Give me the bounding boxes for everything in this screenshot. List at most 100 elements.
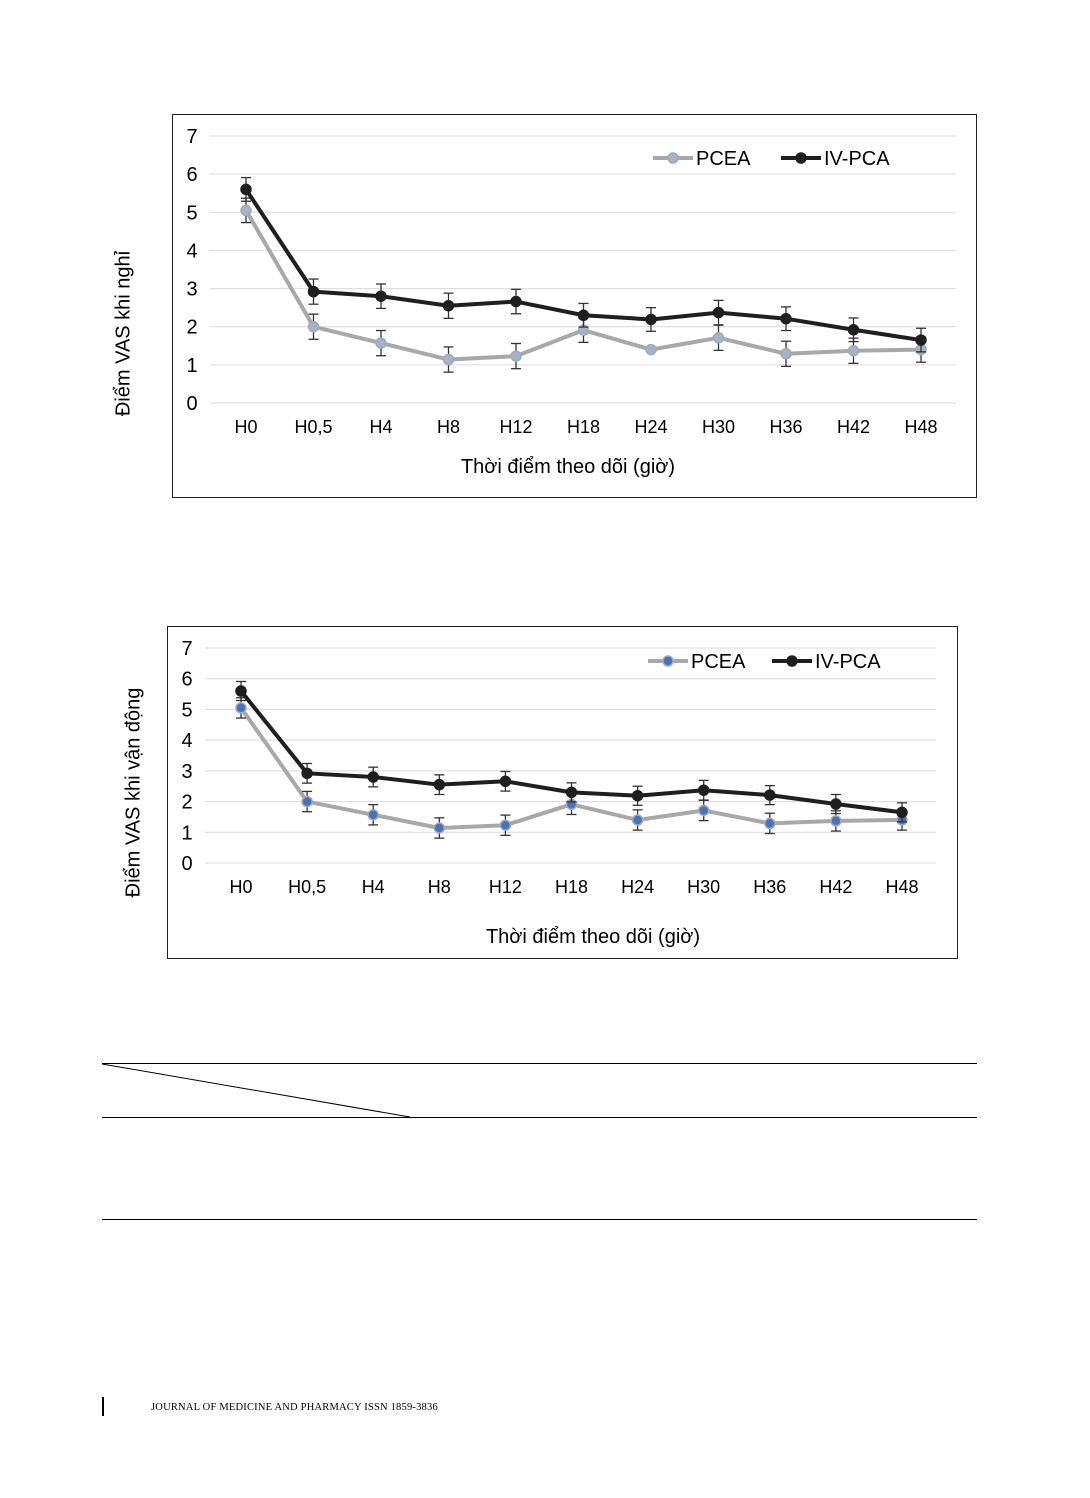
data-point-iv-pca [780, 312, 792, 325]
y-tick-label: 6 [181, 669, 192, 691]
data-point-pcea [307, 320, 320, 333]
data-point-pcea [442, 353, 455, 366]
legend-marker-pcea [662, 655, 674, 667]
data-point-pcea [697, 804, 710, 817]
data-point-pcea [301, 795, 313, 808]
data-point-pcea [235, 702, 247, 714]
x-tick-label: H4 [369, 417, 392, 437]
x-tick-label: H18 [567, 417, 600, 437]
data-point-iv-pca [240, 183, 252, 196]
x-tick-label: H42 [837, 417, 870, 437]
x-tick-label: H48 [904, 417, 937, 437]
data-point-pcea [780, 348, 792, 360]
x-tick-label: H12 [499, 417, 532, 437]
x-tick-label: H0 [234, 417, 257, 437]
legend-label-pcea: PCEA [696, 148, 751, 170]
y-tick-label: 1 [181, 822, 192, 844]
x-tick-label: H24 [634, 417, 667, 437]
data-point-iv-pca [510, 295, 522, 308]
y-tick-label: 7 [181, 638, 192, 660]
legend-label-iv-pca: IV-PCA [815, 651, 881, 673]
x-tick-label: H36 [753, 877, 786, 897]
y-tick-label: 6 [186, 164, 197, 186]
legend-label-iv-pca: IV-PCA [824, 148, 890, 170]
legend-marker-iv-pca [786, 655, 798, 667]
data-point-pcea [375, 337, 387, 349]
x-tick-label: H0,5 [294, 417, 332, 437]
data-point-pcea [367, 809, 379, 821]
table-diagonal-header [102, 1063, 411, 1118]
journal-footer: JOURNAL OF MEDICINE AND PHARMACY ISSN 18… [151, 1402, 438, 1413]
x-axis-label: Thời điểm theo dõi (giờ) [486, 926, 700, 948]
table-bottom-rule [102, 1219, 977, 1220]
vas-movement-plot: 0 1 2 3 4 5 6 7 H0 H0,5 H4 H8 H12 H18 H24 H30 H36 H42 H48 T… [181, 638, 936, 948]
data-point-iv-pca [367, 771, 379, 783]
y-axis-label: Điểm VAS khi vận động [122, 687, 145, 898]
data-point-pcea [499, 819, 512, 831]
data-point-iv-pca [565, 786, 578, 799]
y-tick-label: 5 [181, 699, 192, 721]
x-tick-label: H36 [769, 417, 802, 437]
data-point-pcea [764, 817, 776, 830]
data-point-iv-pca [631, 789, 644, 802]
x-tick-label: H4 [362, 877, 385, 897]
table-header-rule [102, 1117, 977, 1118]
y-tick-label: 2 [186, 317, 197, 339]
data-point-iv-pca [847, 324, 860, 336]
data-point-iv-pca [645, 313, 657, 326]
x-tick-label: H0,5 [288, 877, 326, 897]
legend-label-pcea: PCEA [691, 651, 746, 673]
x-tick-label: H30 [687, 877, 720, 897]
x-tick-label: H0 [229, 877, 252, 897]
data-point-iv-pca [764, 789, 776, 801]
data-point-iv-pca [442, 299, 455, 312]
table-top-rule [102, 1063, 977, 1064]
data-point-iv-pca [375, 290, 387, 302]
data-point-iv-pca [433, 778, 446, 791]
data-point-iv-pca [830, 798, 842, 810]
data-point-pcea [510, 350, 522, 362]
data-point-iv-pca [577, 309, 590, 322]
legend-marker-iv-pca [795, 152, 807, 164]
y-tick-label: 4 [186, 240, 197, 262]
data-point-iv-pca [712, 306, 725, 319]
legend-marker-pcea [667, 152, 679, 164]
y-axis-label: Điểm VAS khi nghỉ [112, 250, 135, 417]
vas-movement-chart: 0 1 2 3 4 5 6 7 H0 H0,5 H4 H8 H12 H18 H24 H30 H36 H42 H48 T… [167, 626, 958, 959]
y-tick-label: 0 [186, 393, 197, 415]
x-axis-label: Thời điểm theo dõi (giờ) [461, 456, 675, 478]
x-tick-label: H48 [885, 877, 918, 897]
y-tick-label: 3 [181, 761, 192, 783]
vas-rest-chart: 0 1 2 3 4 5 6 7 H0 H0,5 H4 H8 H12 H18 H24 H30 H36 H42 H48 T… [172, 114, 977, 498]
y-tick-label: 5 [186, 202, 197, 224]
x-tick-label: H42 [819, 877, 852, 897]
data-point-iv-pca [235, 685, 247, 697]
data-point-pcea [830, 815, 842, 827]
x-tick-label: H18 [555, 877, 588, 897]
x-tick-label: H8 [428, 877, 451, 897]
data-point-pcea [645, 343, 657, 356]
data-point-iv-pca [307, 285, 320, 298]
data-point-iv-pca [915, 334, 927, 346]
data-point-iv-pca [697, 784, 710, 796]
y-tick-label: 1 [186, 355, 197, 377]
data-point-iv-pca [896, 806, 908, 819]
data-point-pcea [631, 814, 644, 826]
data-point-iv-pca [301, 767, 313, 780]
data-point-iv-pca [499, 775, 512, 788]
x-tick-label: H24 [621, 877, 654, 897]
y-tick-label: 0 [181, 853, 192, 875]
data-point-pcea [433, 822, 446, 834]
x-tick-label: H30 [702, 417, 735, 437]
x-tick-label: H12 [489, 877, 522, 897]
data-point-pcea [240, 204, 252, 217]
y-tick-label: 2 [181, 792, 192, 814]
y-tick-label: 4 [181, 730, 192, 752]
data-point-pcea [712, 332, 725, 344]
vas-rest-plot: 0 1 2 3 4 5 6 7 H0 H0,5 H4 H8 H12 H18 H24 H30 H36 H42 H48 T… [186, 126, 956, 478]
footer-bar [102, 1397, 104, 1416]
x-tick-label: H8 [437, 417, 460, 437]
y-tick-label: 7 [186, 126, 197, 148]
data-point-pcea [847, 344, 860, 357]
y-tick-label: 3 [186, 279, 197, 301]
